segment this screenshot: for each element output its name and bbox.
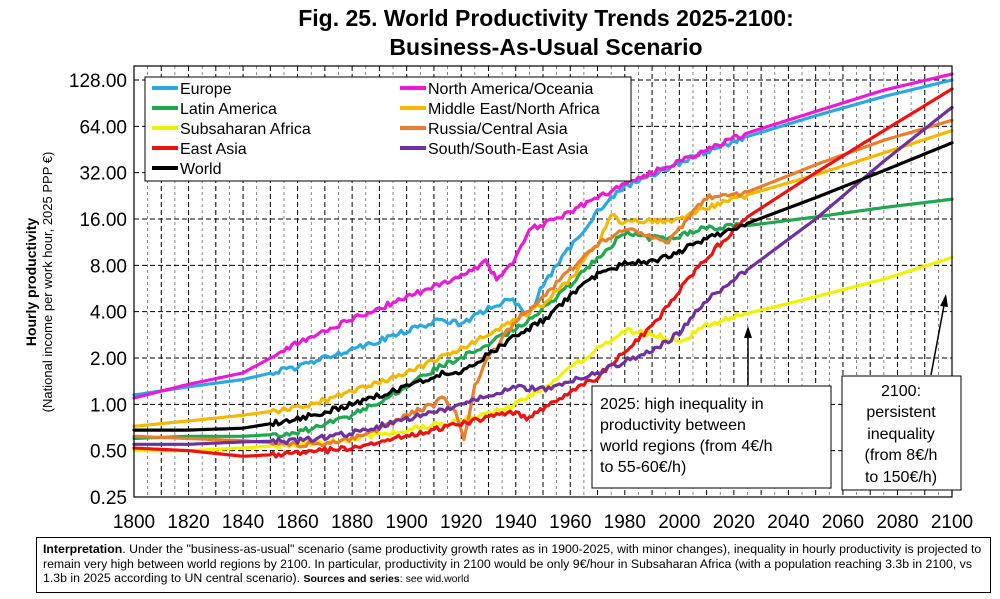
- x-tick-label: 2040: [767, 512, 809, 533]
- chart-title-line2: Business-As-Usual Scenario: [389, 34, 702, 60]
- legend-label-north-america-oceania: North America/Oceania: [428, 81, 594, 98]
- annotation-2025-line4: to 55-60€/h): [600, 459, 686, 476]
- axes: 0.25 0.50 1.00 2.00 4.00 8.00 16.00 32.00 64.00 1…: [69, 71, 973, 533]
- y-tick-label: 64.00: [79, 117, 127, 138]
- legend-label-russia-central-asia: Russia/Central Asia: [428, 121, 568, 138]
- annotation-2025-line3: world regions (from 4€/h: [599, 438, 773, 455]
- productivity-chart: Fig. 25. World Productivity Trends 2025-…: [23, 5, 973, 533]
- y-tick-label: 128.00: [69, 71, 127, 92]
- y-tick-label: 32.00: [79, 164, 127, 185]
- interpretation-lead: Interpretation: [43, 542, 123, 556]
- legend-label-latin-america: Latin America: [180, 101, 277, 118]
- y-tick-label: 2.00: [90, 349, 127, 370]
- legend-label-europe: Europe: [180, 81, 232, 98]
- y-tick-label: 1.00: [90, 395, 127, 416]
- legend-label-middle-east-north-africa: Middle East/North Africa: [428, 101, 600, 118]
- interpretation-text: . Under the "business-as-usual" scenario…: [43, 542, 982, 585]
- annotation-2025: 2025: high inequality in productivity be…: [591, 326, 832, 489]
- series-line-north-america-oceania: [132, 72, 954, 400]
- interpretation-box: Interpretation. Under the "business-as-u…: [36, 537, 991, 593]
- legend-label-south-south-east-asia: South/South-East Asia: [428, 141, 588, 158]
- chart-title-line1: Fig. 25. World Productivity Trends 2025-…: [298, 5, 794, 31]
- x-tick-label: 2000: [658, 512, 700, 533]
- plot-frame: [133, 65, 953, 498]
- sources-label: Sources and series: [303, 573, 400, 585]
- series-line-europe: [132, 78, 954, 397]
- annotation-2025-line2: productivity between: [600, 417, 746, 434]
- series-lines: [132, 72, 954, 459]
- annotation-2025-box: [591, 385, 832, 489]
- x-tick-label: 1940: [495, 512, 537, 533]
- series-line-south-south-east-asia: [132, 105, 954, 446]
- legend: Europe Latin America Subsaharan Africa East…: [144, 76, 632, 182]
- annotation-2100-line2: persistent: [866, 404, 936, 421]
- annotation-2025-arrowhead: [744, 326, 752, 338]
- y-tick-label: 0.50: [90, 442, 127, 463]
- y-tick-label: 0.25: [90, 488, 127, 509]
- annotation-2100: 2100: persistent inequality (from 8€/h t…: [841, 294, 962, 491]
- sources-text: : see wid.world: [399, 573, 470, 585]
- annotation-2100-line4: (from 8€/h: [865, 447, 938, 464]
- x-tick-label: 1960: [549, 512, 591, 533]
- y-axis-sublabel: (National income per work hour, 2025 PPP…: [40, 152, 55, 413]
- x-tick-label: 1800: [113, 512, 155, 533]
- x-tick-label: 1980: [604, 512, 646, 533]
- series-line-middle-east-north-africa: [132, 129, 954, 428]
- series-line-world: [132, 141, 954, 432]
- annotation-2100-arrowhead: [940, 294, 948, 307]
- legend-label-east-asia: East Asia: [180, 141, 247, 158]
- annotation-2100-arrow: [930, 299, 946, 376]
- x-tick-label: 1880: [331, 512, 373, 533]
- annotation-2100-line5: to 150€/h): [865, 469, 937, 486]
- y-tick-label: 16.00: [79, 210, 127, 231]
- x-tick-label: 2100: [931, 512, 973, 533]
- annotation-2025-line1: 2025: high inequality in: [600, 396, 764, 413]
- x-tick-label: 2080: [876, 512, 918, 533]
- legend-label-world: World: [180, 161, 222, 178]
- y-axis-label: Hourly productivity: [23, 218, 39, 347]
- x-tick-label: 1900: [386, 512, 428, 533]
- annotation-2100-line1: 2100:: [881, 383, 921, 400]
- x-tick-label: 1860: [276, 512, 318, 533]
- annotation-2100-box: [841, 375, 962, 491]
- x-tick-label: 1820: [167, 512, 209, 533]
- x-tick-label: 2020: [713, 512, 755, 533]
- annotation-2100-line3: inequality: [867, 426, 935, 443]
- x-tick-label: 2060: [822, 512, 864, 533]
- x-tick-label: 1840: [222, 512, 264, 533]
- legend-label-subsaharan-africa: Subsaharan Africa: [180, 121, 311, 138]
- y-tick-label: 4.00: [90, 303, 127, 324]
- y-tick-label: 8.00: [90, 256, 127, 277]
- legend-box: [144, 76, 632, 182]
- series-line-east-asia: [132, 87, 954, 459]
- x-tick-label: 1920: [440, 512, 482, 533]
